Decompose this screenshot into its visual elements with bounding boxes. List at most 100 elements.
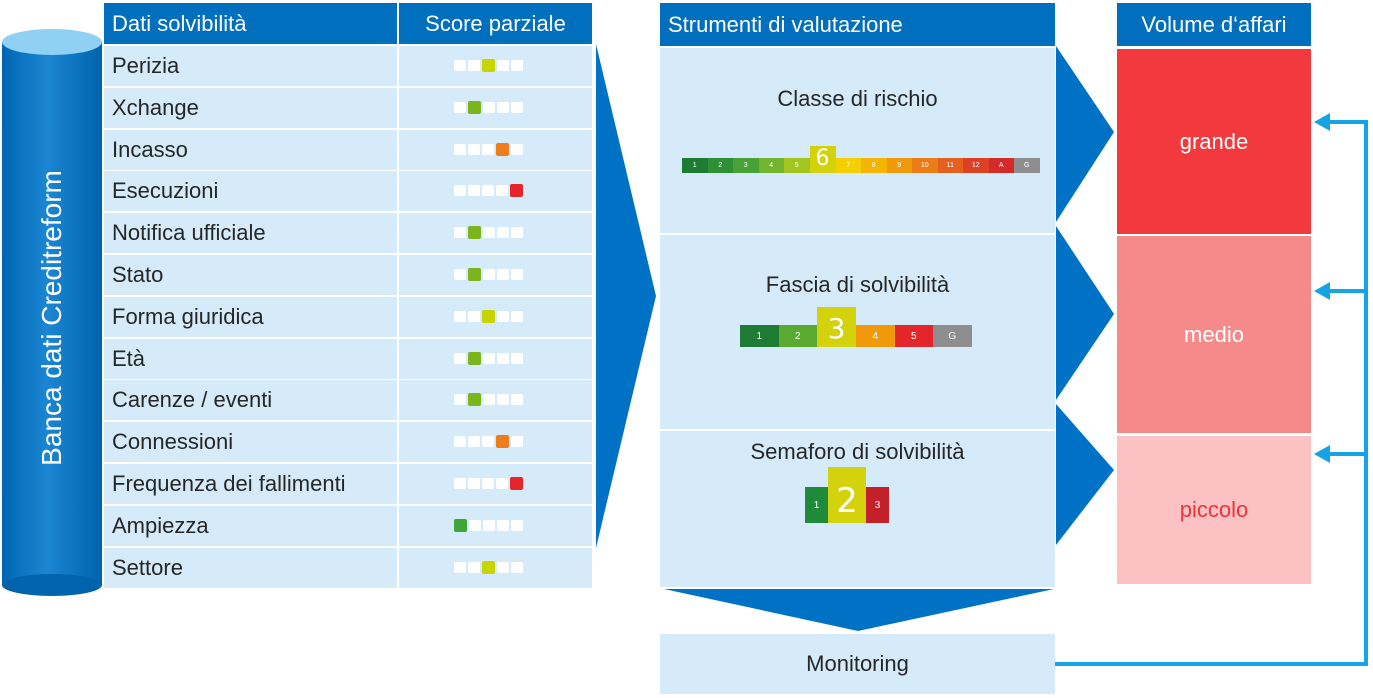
traffic-light-segment-selected: 2 [828,467,866,523]
risk-class-segment: 1 [682,158,708,173]
solvency-band-title: Fascia di solvibilità [765,272,950,297]
score-square-active [510,184,523,197]
table-row-label: Esecuzioni [104,171,397,211]
score-indicator [454,59,523,72]
risk-class-segment: 4 [758,158,784,173]
arrowhead-piccolo [1314,445,1330,463]
score-square [511,102,523,113]
table-row-score [399,548,592,588]
score-square [468,185,480,196]
risk-class-segment: 2 [707,158,733,173]
risk-class-segment: 12 [963,158,989,173]
score-square-active [482,310,495,323]
score-square [468,562,480,573]
risk-class-title: Classe di rischio [777,86,938,111]
database-label: Banca dati Creditreform [36,170,67,466]
score-square [511,353,523,364]
score-square [482,185,494,196]
score-square [468,311,480,322]
table-row-label: Carenze / eventi [104,380,397,420]
score-square [483,394,495,405]
monitoring-label: Monitoring [806,651,909,676]
score-square [511,520,523,531]
score-square [497,227,509,238]
score-indicator [454,310,523,323]
score-square [468,478,480,489]
flow-arrow-table-to-tools [596,44,656,548]
score-indicator [454,143,523,156]
risk-class-segment-selected: 6 [809,146,836,173]
score-square [454,478,466,489]
table-row-score [399,88,592,128]
table-row-label: Forma giuridica [104,297,397,337]
score-square [496,478,508,489]
score-square [482,478,494,489]
table-row-score [399,213,592,253]
score-square [454,144,466,155]
table-row-score [399,130,592,170]
solvency-band-segment: G [933,325,972,347]
tools-header: Strumenti di valutazione [660,3,1055,46]
score-square [483,353,495,364]
score-square-active [510,477,523,490]
solvency-band-segment: 4 [856,325,895,347]
score-square [468,436,480,447]
score-square [469,520,481,531]
risk-class-segment: 10 [912,158,938,173]
volume-grande: grande [1117,49,1311,234]
score-indicator [454,519,523,532]
table-row-label: Notifica ufficiale [104,213,397,253]
score-square [511,311,523,322]
volume-piccolo: piccolo [1117,436,1311,584]
score-square [497,60,509,71]
table-row-score [399,255,592,295]
score-square-active [468,393,481,406]
score-indicator [454,352,523,365]
traffic-light-segment: 3 [866,487,889,523]
risk-class-segment: 7 [835,158,861,173]
score-square-active [496,435,509,448]
score-indicator [454,435,523,448]
score-square [497,269,509,280]
score-square [497,394,509,405]
table-header-score: Score parziale [399,3,592,44]
score-square [468,144,480,155]
table-row-label: Frequenza dei fallimenti [104,464,397,504]
solvency-band-segment: 5 [894,325,933,347]
score-square-active [468,101,481,114]
feedback-lines [1055,113,1368,666]
table-row-label: Incasso [104,130,397,170]
table-row-label: Ampiezza [104,506,397,546]
score-square [511,60,523,71]
score-indicator [454,101,523,114]
score-square [483,520,495,531]
risk-class-segment: 9 [886,158,912,173]
table-row-label: Xchange [104,88,397,128]
score-square [511,394,523,405]
table-row-score [399,422,592,462]
flow-arrow-tools-to-monitoring [664,589,1054,631]
risk-class-segment: 11 [937,158,963,173]
solvency-band-segment: 2 [778,325,817,347]
table-row-label: Perizia [104,46,397,86]
score-indicator [454,268,523,281]
monitoring-box: Monitoring [660,634,1055,694]
score-square [454,436,466,447]
table-row-score [399,297,592,337]
score-square [497,353,509,364]
score-square [497,520,509,531]
score-indicator [454,393,523,406]
score-square [482,144,494,155]
table-row-score [399,506,592,546]
table-row-score [399,46,592,86]
score-square-active [482,561,495,574]
score-square [482,436,494,447]
risk-class-segment: 3 [733,158,759,173]
flow-arrows-tools-to-volume [1056,46,1114,545]
tool-panel-risk-class [660,48,1055,233]
score-square [497,311,509,322]
score-indicator [454,226,523,239]
score-square-active [482,59,495,72]
score-square-active [468,226,481,239]
